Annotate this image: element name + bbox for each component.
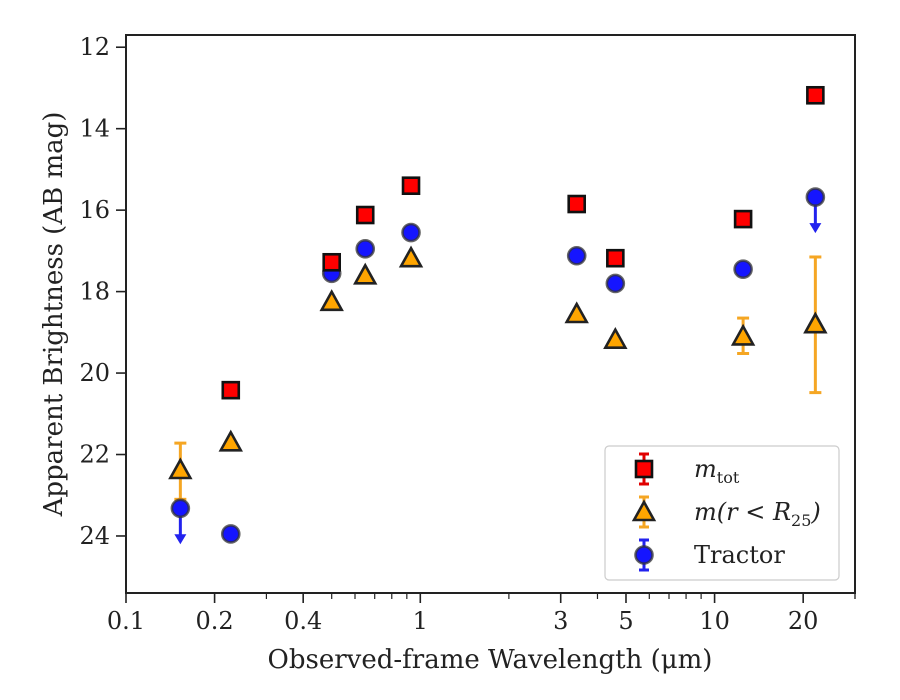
series-square (221, 85, 825, 400)
circle-marker (355, 239, 376, 259)
legend-label: m(r < R25) (694, 498, 821, 530)
square-marker (634, 459, 654, 479)
square-marker (221, 380, 241, 400)
legend: mtot m(r < R25) Tractor (604, 445, 840, 581)
square-marker (401, 176, 421, 196)
square-marker (733, 209, 753, 229)
legend-label: mtot (694, 455, 740, 487)
circle-marker (566, 245, 587, 266)
legend-entry: mtot (634, 452, 740, 487)
y-tick-label: 16 (79, 196, 110, 224)
x-tick-label: 0.2 (196, 607, 234, 635)
y-axis-ticks: 12 14 16 18 20 22 24 (79, 33, 126, 550)
x-tick-label: 0.4 (284, 607, 322, 635)
legend-label: Tractor (694, 541, 785, 569)
circle-marker (220, 524, 241, 544)
circle-marker (634, 545, 654, 565)
legend-box (604, 445, 840, 581)
y-axis-label: Apparent Brightness (AB mag) (39, 112, 69, 518)
x-tick-label: 3 (553, 607, 568, 635)
y-tick-label: 18 (79, 278, 110, 306)
square-marker (806, 85, 825, 105)
circle-marker (401, 222, 421, 243)
x-tick-label: 1 (413, 607, 428, 635)
x-axis-ticks: 0.1 0.2 0.4 1 3 5 10 20 (107, 593, 856, 635)
y-tick-label: 12 (79, 33, 110, 61)
x-tick-label: 20 (788, 607, 819, 635)
x-tick-label: 0.1 (107, 607, 145, 635)
triangle-marker (218, 429, 243, 452)
x-axis-label: Observed-frame Wavelength (μm) (268, 645, 713, 675)
triangle-marker (353, 262, 378, 285)
series-circle (170, 187, 826, 545)
plot-frame (125, 34, 856, 594)
y-tick-label: 24 (79, 522, 110, 550)
triangle-marker (803, 311, 828, 334)
triangle-marker (564, 301, 589, 324)
circle-marker (605, 273, 626, 294)
x-tick-label: 5 (618, 607, 633, 635)
square-marker (567, 194, 587, 214)
x-tick-label: 10 (699, 607, 730, 635)
triangle-marker (168, 457, 193, 480)
square-marker (322, 252, 342, 272)
upper-limit-arrowhead (809, 223, 822, 234)
data-markers (168, 85, 828, 545)
legend-entry: Tractor (634, 538, 785, 572)
triangle-marker (603, 326, 628, 349)
legend-entry: m(r < R25) (631, 495, 821, 530)
square-marker (606, 248, 625, 268)
y-tick-label: 14 (79, 115, 110, 143)
circle-marker (170, 498, 191, 519)
y-tick-label: 20 (79, 359, 110, 387)
triangle-marker (730, 323, 756, 346)
series-triangle (168, 245, 828, 501)
circle-marker (733, 259, 753, 279)
triangle-marker (631, 499, 657, 522)
square-marker (355, 205, 375, 225)
triangle-marker (398, 245, 424, 268)
circle-marker (805, 187, 826, 207)
triangle-marker (319, 289, 344, 312)
upper-limit-arrowhead (174, 534, 187, 545)
y-tick-label: 22 (79, 441, 110, 469)
